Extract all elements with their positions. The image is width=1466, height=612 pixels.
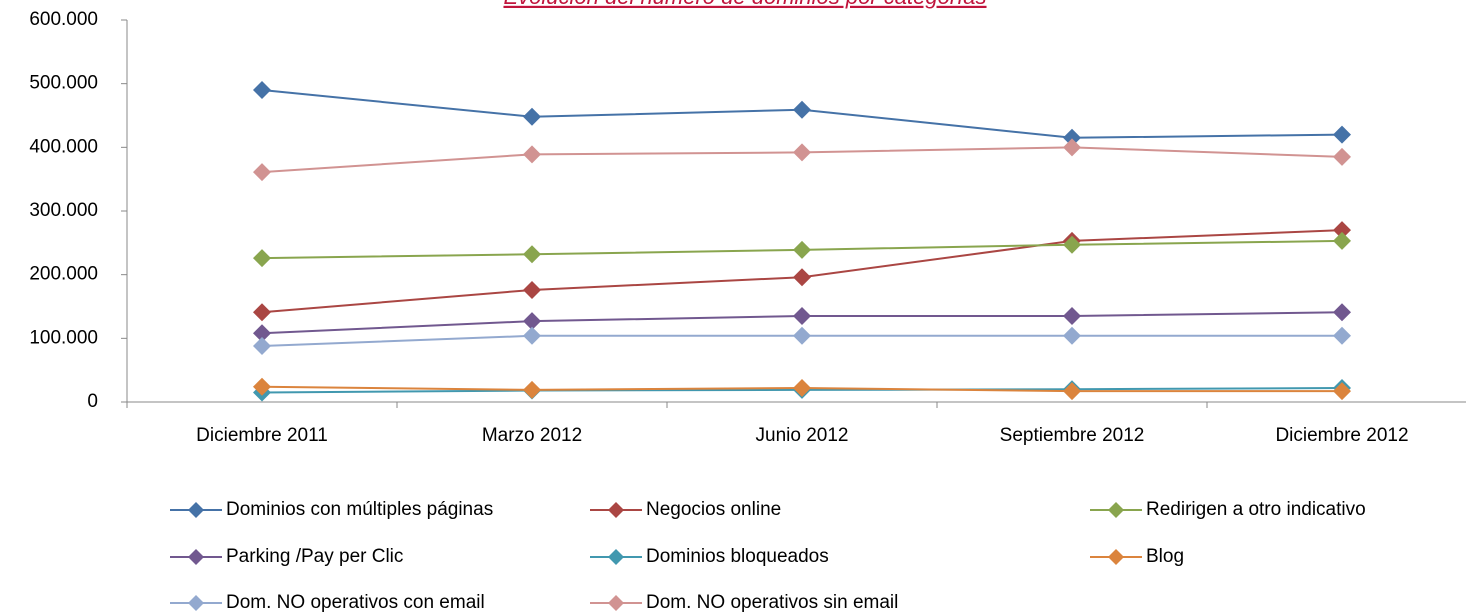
legend-marker	[608, 595, 624, 611]
chart-title: Evolución del número de dominios por cat…	[503, 0, 986, 9]
legend-label: Dominios bloqueados	[646, 546, 829, 567]
legend-label: Dom. NO operativos sin email	[646, 592, 898, 612]
marker	[253, 163, 271, 182]
marker	[1333, 303, 1351, 322]
marker	[793, 326, 811, 345]
x-tick-label: Diciembre 2012	[1275, 425, 1408, 446]
marker	[523, 245, 541, 264]
legend-label: Negocios online	[646, 499, 781, 520]
marker	[1063, 307, 1081, 326]
marker	[1333, 221, 1351, 240]
marker	[793, 143, 811, 162]
marker	[793, 268, 811, 287]
legend-label: Dominios con múltiples páginas	[226, 499, 493, 520]
marker	[523, 326, 541, 345]
legend-label: Dom. NO operativos con email	[226, 592, 485, 612]
y-tick-label: 200.000	[29, 264, 98, 285]
legend-marker	[608, 502, 624, 518]
marker	[523, 107, 541, 126]
marker	[523, 380, 541, 399]
y-tick-label: 400.000	[29, 136, 98, 157]
marker	[793, 240, 811, 259]
marker	[1333, 147, 1351, 166]
x-tick-label: Septiembre 2012	[1000, 425, 1145, 446]
marker	[523, 312, 541, 331]
marker	[253, 336, 271, 355]
marker	[253, 324, 271, 343]
marker	[1333, 382, 1351, 401]
legend-label: Blog	[1146, 546, 1184, 567]
x-tick-label: Junio 2012	[756, 425, 849, 446]
marker	[1333, 231, 1351, 250]
y-tick-label: 500.000	[29, 73, 98, 94]
marker	[1063, 382, 1081, 401]
marker	[1063, 128, 1081, 147]
legend-marker	[1108, 502, 1124, 518]
marker	[1333, 326, 1351, 345]
legend-marker	[188, 502, 204, 518]
legend-marker	[1108, 549, 1124, 565]
legend-label: Parking /Pay per Clic	[226, 546, 403, 567]
y-tick-label: 100.000	[29, 327, 98, 348]
marker	[253, 377, 271, 396]
y-tick-label: 600.000	[29, 9, 98, 30]
legend-marker	[188, 595, 204, 611]
marker	[793, 307, 811, 326]
marker	[523, 145, 541, 164]
x-tick-label: Diciembre 2011	[196, 425, 328, 446]
marker	[1063, 235, 1081, 254]
marker	[253, 303, 271, 322]
marker	[253, 249, 271, 268]
marker	[523, 280, 541, 299]
legend-marker	[188, 549, 204, 565]
marker	[253, 81, 271, 100]
marker	[1063, 138, 1081, 157]
x-tick-label: Marzo 2012	[482, 425, 582, 446]
marker	[793, 100, 811, 119]
y-tick-label: 300.000	[29, 200, 98, 221]
marker	[793, 378, 811, 397]
marker	[1063, 326, 1081, 345]
legend-marker	[608, 549, 624, 565]
y-tick-label: 0	[87, 391, 98, 412]
marker	[1333, 125, 1351, 144]
legend-label: Redirigen a otro indicativo	[1146, 499, 1366, 520]
